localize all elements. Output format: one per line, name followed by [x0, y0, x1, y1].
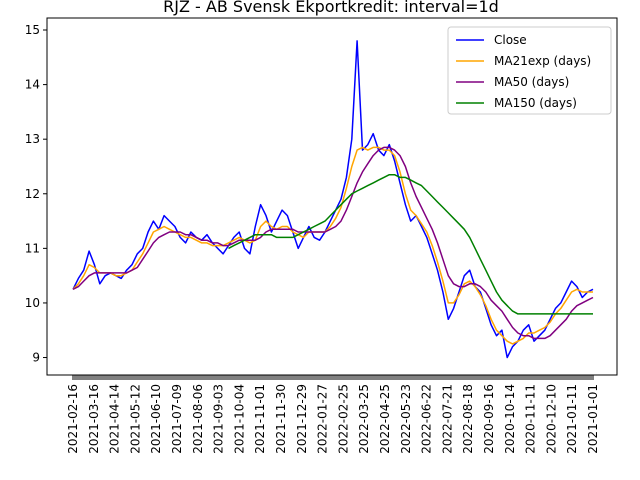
x-tick-label: 2021-01-11	[565, 384, 579, 454]
legend-box	[447, 26, 612, 115]
y-tick-label: 10	[25, 296, 40, 310]
series-line-1	[72, 146, 593, 345]
x-tick-label: 2021-07-09	[170, 384, 184, 454]
y-tick-label: 11	[25, 241, 40, 255]
x-tick-label: 2022-08-18	[461, 384, 475, 454]
x-tick-label: 2021-09-03	[212, 384, 226, 454]
x-tick-label: 2021-11-30	[274, 384, 288, 454]
x-axis: 2021-02-16 2021-03-16 2021-04-14 2021-05-12…	[66, 375, 600, 454]
y-tick-label: 13	[25, 132, 40, 146]
legend-label: MA50 (days)	[494, 75, 569, 89]
legend-label: MA150 (days)	[494, 96, 577, 110]
x-tick-label: 2022-01-27	[316, 384, 330, 454]
y-axis: 9 10 11 12 13 14 15	[25, 23, 47, 365]
x-tick-label: 2022-06-22	[420, 384, 434, 454]
x-tick-label: 2021-12-29	[295, 384, 309, 454]
x-tick-label: 2021-04-14	[108, 384, 122, 454]
x-tick-label: 2021-01-01	[586, 384, 600, 454]
x-tick-label: 2020-12-10	[544, 384, 558, 454]
x-tick-label: 2021-10-04	[232, 384, 246, 454]
x-tick-label: 2021-03-16	[87, 384, 101, 454]
series-line-3	[228, 173, 593, 315]
x-tick-label: 2021-06-10	[149, 384, 163, 454]
x-tick-label: 2021-02-16	[66, 384, 80, 454]
y-tick-label: 9	[32, 351, 40, 365]
x-tick-label: 2021-05-12	[128, 384, 142, 454]
legend: Close MA21exp (days) MA50 (days) MA150 (day…	[447, 26, 612, 115]
x-tick-label: 2020-10-14	[503, 384, 517, 454]
x-tick-label: 2022-03-25	[357, 384, 371, 454]
x-tick-label: 2022-02-25	[336, 384, 350, 454]
x-tick-label: 2021-08-06	[191, 384, 205, 454]
y-tick-label: 14	[25, 78, 40, 92]
chart-title: RJZ - AB Svensk Ekportkredit: interval=1…	[163, 0, 499, 16]
plot-frame	[46, 17, 618, 376]
y-tick-label: 15	[25, 23, 40, 37]
series-line-2	[72, 146, 594, 340]
x-tick-label: 2020-09-16	[482, 384, 496, 454]
series-line-0	[72, 40, 594, 359]
series-lines	[72, 40, 594, 359]
x-tick-label: 2022-05-23	[399, 384, 413, 454]
x-tick-label: 2022-07-21	[440, 384, 454, 454]
x-tick-label: 2020-11-11	[524, 384, 538, 454]
legend-label: MA21exp (days)	[494, 54, 591, 68]
legend-label: Close	[494, 33, 527, 47]
x-tick-label: 2021-11-01	[253, 384, 267, 454]
y-tick-label: 12	[25, 187, 40, 201]
x-tick-label: 2022-04-25	[378, 384, 392, 454]
